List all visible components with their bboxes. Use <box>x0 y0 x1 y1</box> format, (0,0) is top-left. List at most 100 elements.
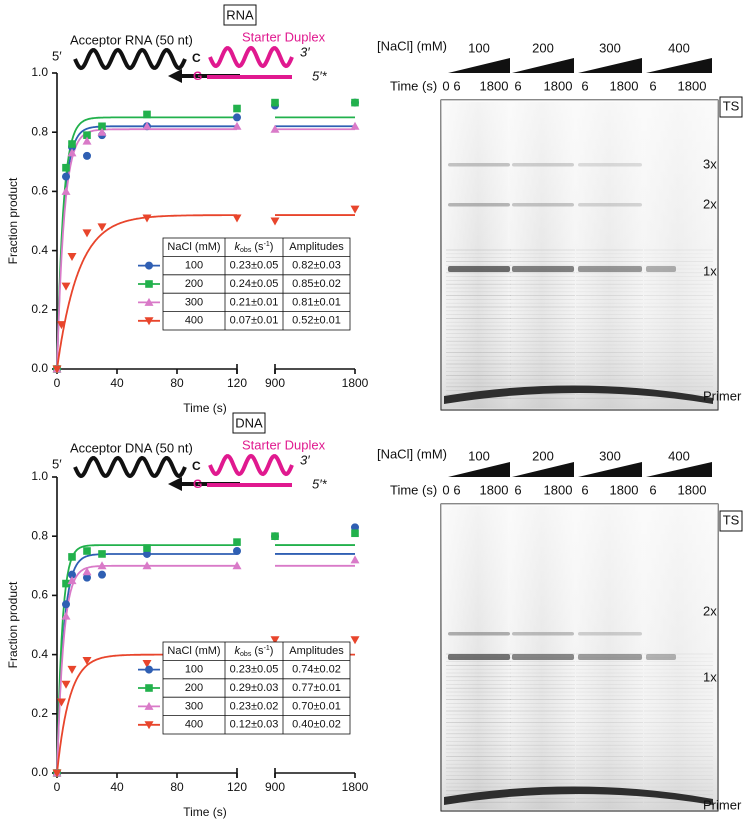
schematic-label: Acceptor DNA (50 nt) <box>70 440 193 455</box>
gel-time: 6 <box>581 482 588 497</box>
data-point <box>68 553 76 561</box>
data-point <box>350 636 360 645</box>
table-cell: 0.77±0.01 <box>292 682 341 694</box>
gel-salt: 200 <box>532 40 554 55</box>
y-tick-label: 0.6 <box>31 184 48 198</box>
schematic-label: 5′* <box>312 476 328 491</box>
x-axis-title: Time (s) <box>183 805 227 819</box>
data-point <box>68 140 76 148</box>
table-cell: 0.70±0.01 <box>292 700 341 712</box>
data-point <box>67 148 77 157</box>
gel-label: Time (s) <box>390 482 437 497</box>
data-point <box>142 659 152 668</box>
gel-band-label: 2x <box>703 603 717 618</box>
data-point <box>97 223 107 232</box>
data-point <box>233 104 241 113</box>
gel-salt: 300 <box>599 40 621 55</box>
data-point <box>232 214 242 223</box>
data-point <box>233 538 241 546</box>
gel-wedge <box>578 58 642 73</box>
direction-arrowhead <box>168 477 182 491</box>
acceptor-strand <box>73 47 187 71</box>
data-point <box>57 698 66 707</box>
table-cell: 0.82±0.03 <box>292 260 341 272</box>
schematic-label: 5′* <box>312 68 328 83</box>
y-tick-label: 0.6 <box>31 588 48 602</box>
table-cell: 0.40±0.02 <box>292 719 341 731</box>
data-point <box>271 532 279 540</box>
gel-time: 1800 <box>480 78 509 93</box>
gel-band-label: Primer <box>703 388 742 403</box>
panel-label-box <box>223 4 257 26</box>
data-point <box>83 573 91 582</box>
data-point <box>57 321 66 330</box>
gel-time: 6 <box>649 78 656 93</box>
gel-time: 1800 <box>610 78 639 93</box>
table-header: kobs (s-1) <box>235 645 274 658</box>
gel-time: 6 <box>514 482 521 497</box>
legend-marker <box>145 261 153 270</box>
data-point <box>143 544 151 552</box>
gel-label: [NaCl] (mM) <box>377 446 447 461</box>
gel-shade <box>441 100 718 410</box>
gel-band-label: TS <box>723 512 740 527</box>
schematic-label: 3′ <box>300 452 310 467</box>
table-header: Amplitudes <box>289 645 344 657</box>
gel-time: 6 <box>581 78 588 93</box>
data-point <box>351 529 359 538</box>
gel-band-label: 1x <box>703 669 717 684</box>
gel-salt: 400 <box>668 448 690 463</box>
data-point <box>83 131 91 139</box>
gel-salt: 100 <box>468 448 490 463</box>
table-header: NaCl (mM) <box>167 241 220 253</box>
data-point <box>52 365 62 374</box>
data-point <box>233 113 241 122</box>
data-point <box>67 253 77 262</box>
x-tick-label: 120 <box>227 376 247 390</box>
gel-shade <box>441 504 718 811</box>
panel-label: RNA <box>226 7 254 22</box>
starter-strand <box>208 453 294 477</box>
data-point <box>61 611 71 620</box>
data-point <box>62 163 70 172</box>
table-header-part: ) <box>270 241 274 253</box>
data-point <box>270 636 280 645</box>
data-point <box>68 570 76 579</box>
data-point <box>98 570 106 579</box>
gel-wedge <box>512 462 574 477</box>
schematic-label: Starter Duplex <box>242 437 326 452</box>
x-tick-label: 120 <box>227 780 247 794</box>
gel-band-label: 3x <box>703 156 717 171</box>
x-tick-label: 900 <box>265 376 285 390</box>
gel-label: Time (s) <box>390 78 437 93</box>
data-point <box>61 186 71 195</box>
table-header-part: obs <box>240 247 252 254</box>
legend-marker <box>144 721 154 730</box>
gel-label: [NaCl] (mM) <box>377 38 447 53</box>
gel-time: 1800 <box>480 482 509 497</box>
table-cell: 0.23±0.02 <box>230 700 279 712</box>
gel-band-label: 1x <box>703 263 717 278</box>
gel-band-label: TS <box>723 98 740 113</box>
y-tick-label: 0.4 <box>31 647 48 661</box>
gel-wedge <box>448 58 510 73</box>
legend-label: 200 <box>185 682 203 694</box>
acceptor-strand <box>73 455 187 479</box>
legend-label: 300 <box>185 700 203 712</box>
table-header: NaCl (mM) <box>167 645 220 657</box>
table-header-part: obs <box>240 651 252 658</box>
data-point <box>350 121 360 130</box>
data-point <box>83 547 91 555</box>
x-tick-label: 1800 <box>342 376 369 390</box>
schematic-label: Acceptor RNA (50 nt) <box>70 32 193 47</box>
gel-time: 1800 <box>678 78 707 93</box>
data-point <box>350 555 360 564</box>
y-tick-label: 1.0 <box>31 469 48 483</box>
data-point <box>82 567 92 576</box>
data-point <box>82 136 92 145</box>
data-point <box>143 110 151 119</box>
legend-label: 100 <box>185 260 203 272</box>
data-point <box>62 579 70 588</box>
schematic-base: G <box>193 69 202 83</box>
legend-marker <box>144 317 154 326</box>
